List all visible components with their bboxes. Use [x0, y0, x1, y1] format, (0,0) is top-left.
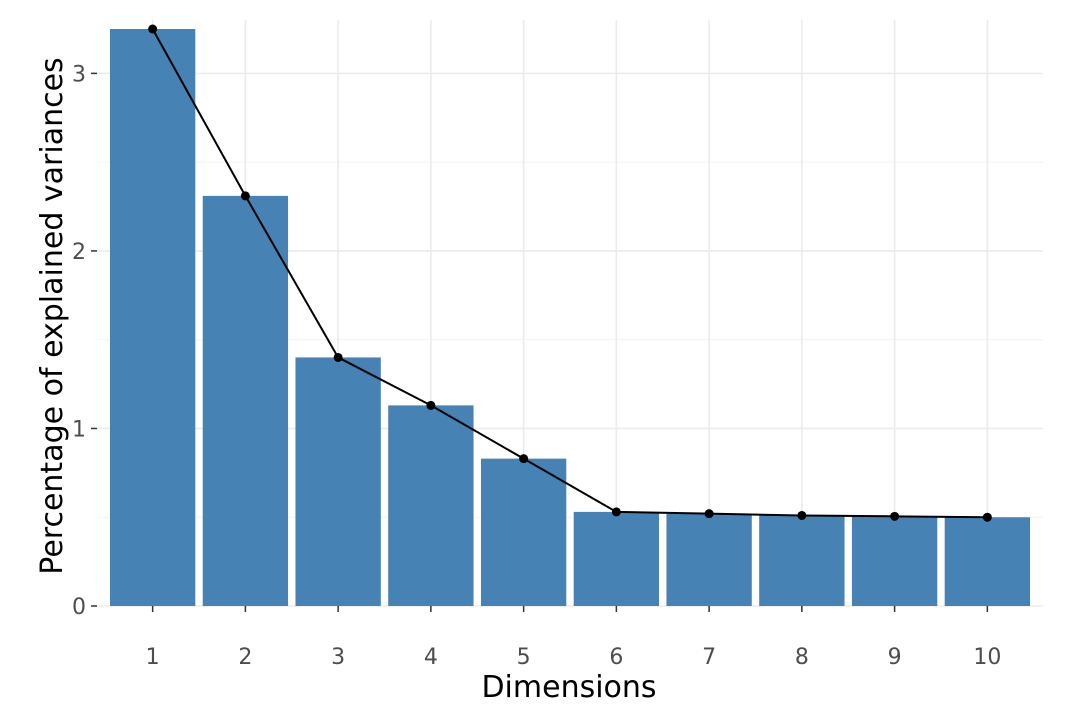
bar-dimension-1	[109, 29, 196, 606]
trend-point-dimension-10	[982, 512, 992, 522]
y-tick-label: 3	[72, 62, 86, 87]
y-axis-ticks: 0 1 2 3	[72, 62, 97, 620]
bar-dimension-6	[573, 511, 660, 606]
y-tick-label: 0	[72, 595, 86, 620]
trend-line	[151, 28, 988, 519]
bar-dimension-2	[202, 195, 289, 606]
y-axis-title: Percentage of explained variances	[35, 57, 70, 574]
bars	[109, 29, 1031, 606]
bar-dimension-8	[759, 515, 845, 606]
x-tick-label: 10	[973, 645, 1001, 670]
trend-point-dimension-5	[519, 454, 529, 464]
trend-point-dimension-8	[797, 510, 807, 520]
bar-dimension-3	[295, 357, 381, 606]
bar-dimension-5	[480, 458, 567, 606]
x-tick-label: 7	[702, 645, 716, 670]
x-tick-label: 3	[331, 645, 345, 670]
trend-point-dimension-9	[890, 511, 900, 521]
y-tick-label: 2	[72, 240, 86, 265]
x-tick-label: 8	[795, 645, 809, 670]
trend	[148, 24, 992, 522]
x-tick-label: 2	[238, 645, 252, 670]
x-axis-title: Dimensions	[481, 670, 656, 705]
y-tick-label: 1	[72, 417, 86, 442]
trend-point-dimension-6	[611, 507, 621, 517]
x-tick-label: 4	[424, 645, 438, 670]
bar-dimension-10	[944, 517, 1031, 606]
x-axis-ticks: 1 2 3 4 5 6 7 8 9 10	[146, 606, 1001, 670]
x-tick-label: 6	[609, 645, 623, 670]
trend-point-dimension-3	[333, 352, 343, 362]
bar-dimension-4	[388, 405, 474, 606]
bar-dimension-9	[851, 516, 938, 606]
bar-dimension-7	[666, 513, 752, 606]
x-tick-label: 1	[146, 645, 160, 670]
x-tick-label: 5	[517, 645, 531, 670]
trend-point-dimension-4	[426, 400, 436, 410]
x-tick-label: 9	[888, 645, 902, 670]
trend-point-dimension-2	[240, 191, 250, 201]
trend-point-dimension-7	[704, 509, 714, 519]
trend-point-dimension-1	[148, 24, 158, 34]
